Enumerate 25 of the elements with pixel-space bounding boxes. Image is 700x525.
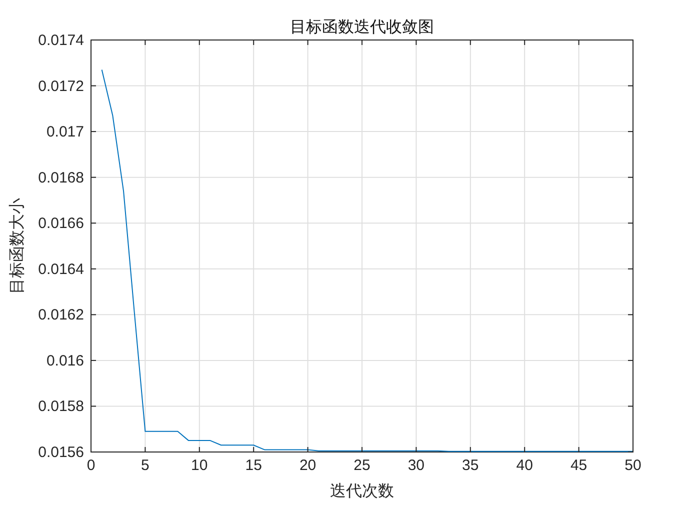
- x-tick-label: 20: [299, 457, 316, 474]
- x-tick-label: 50: [624, 457, 642, 474]
- y-tick-label: 0.0166: [38, 215, 84, 232]
- y-tick-label: 0.0174: [38, 32, 84, 49]
- chart-title: 目标函数迭代收敛图: [290, 18, 434, 36]
- x-tick-label: 15: [245, 457, 262, 474]
- y-tick-label: 0.0172: [38, 78, 84, 95]
- y-tick-label: 0.0162: [38, 306, 84, 324]
- x-tick-label: 35: [462, 457, 479, 474]
- x-tick-label: 10: [191, 457, 208, 474]
- x-tick-label: 0: [86, 457, 96, 474]
- y-tick-label: 0.017: [46, 124, 84, 141]
- y-tick-label: 0.0164: [38, 260, 84, 278]
- x-tick-label: 5: [141, 457, 150, 474]
- y-axis-title: 目标函数大小: [8, 198, 26, 294]
- y-tick-label: 0.0158: [38, 398, 84, 416]
- line-series: [101, 69, 634, 452]
- y-tick-label: 0.0168: [38, 169, 84, 186]
- x-tick-label: 40: [516, 457, 533, 474]
- x-tick-label: 25: [354, 457, 370, 474]
- y-tick-label: 0.016: [46, 352, 84, 370]
- x-tick-label: 45: [570, 457, 588, 474]
- y-tick-label: 0.0156: [38, 444, 84, 461]
- x-tick-label: 30: [408, 457, 425, 474]
- x-axis-title: 迭代次数: [330, 482, 394, 500]
